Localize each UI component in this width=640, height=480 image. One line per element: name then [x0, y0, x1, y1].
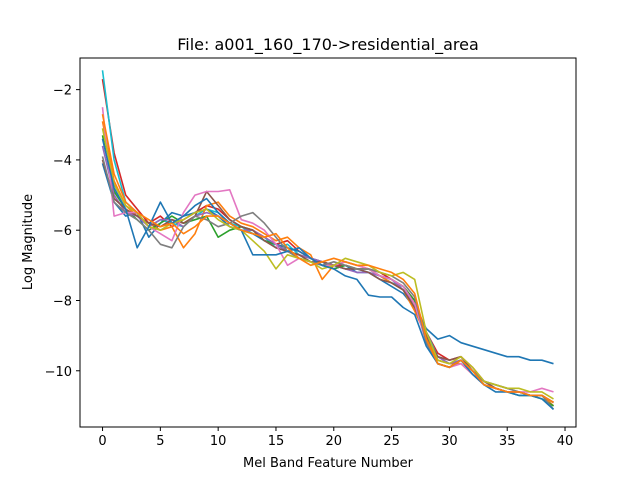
- y-tick-label: −2: [53, 84, 72, 99]
- x-tick-label: 15: [268, 434, 285, 449]
- y-tick-label: −10: [45, 365, 72, 380]
- x-tick-label: 25: [383, 434, 400, 449]
- y-axis-title: Log Magnitude: [21, 194, 36, 290]
- y-axis: −10 −8 −6 −4 −2: [45, 84, 80, 380]
- x-tick-label: 20: [326, 434, 343, 449]
- x-tick-label: 0: [98, 434, 106, 449]
- series-line-11: [101, 138, 555, 410]
- x-tick-label: 30: [441, 434, 458, 449]
- x-axis: 0 5 10 15 20 25 30 35 40: [98, 427, 573, 449]
- x-axis-title: Mel Band Feature Number: [243, 456, 414, 471]
- plot-frame: [79, 57, 577, 428]
- x-tick-label: 5: [156, 434, 164, 449]
- series-line-12: [101, 114, 554, 404]
- x-tick-label: 40: [557, 434, 574, 449]
- y-tick-label: −4: [53, 154, 72, 169]
- series-layer: [101, 70, 555, 410]
- x-tick-label: 35: [499, 434, 516, 449]
- y-tick-label: −8: [53, 294, 72, 309]
- chart-title: File: a001_160_170->residential_area: [177, 35, 479, 55]
- series-line-9: [101, 156, 555, 410]
- x-tick-label: 10: [210, 434, 227, 449]
- y-tick-label: −6: [53, 224, 72, 239]
